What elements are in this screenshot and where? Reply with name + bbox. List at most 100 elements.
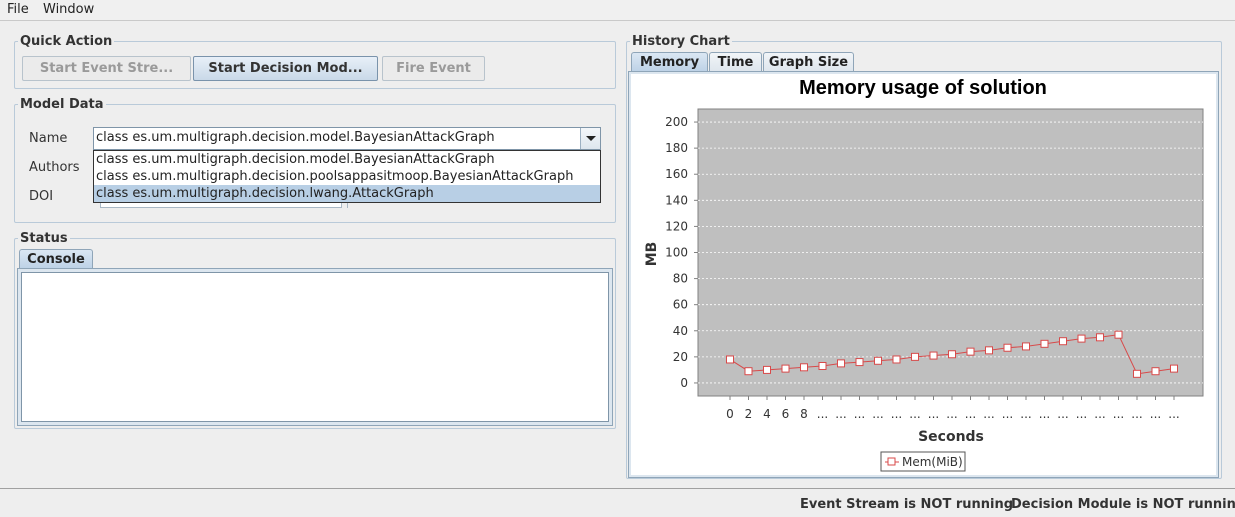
y-tick-label: 100: [665, 246, 688, 260]
menu-bar: File Window: [0, 0, 1235, 21]
data-point: [1096, 333, 1104, 342]
tab-graph-size[interactable]: Graph Size: [763, 52, 854, 72]
doi-label: DOI: [29, 189, 54, 204]
x-tick-label: ...: [891, 407, 902, 421]
status-title: Status: [20, 231, 68, 246]
data-point: [1003, 343, 1012, 352]
decision-module-status: Decision Module is NOT running: [1011, 497, 1235, 512]
data-point: [911, 352, 919, 361]
x-tick-label: ...: [983, 407, 994, 421]
x-tick-label: ...: [928, 407, 939, 421]
model-name-dropdown: class es.um.multigraph.decision.model.Ba…: [93, 150, 601, 203]
authors-label: Authors: [29, 160, 80, 175]
x-tick-label: ...: [1039, 407, 1050, 421]
start-decision-module-button[interactable]: Start Decision Mod...: [193, 56, 378, 81]
data-point: [744, 367, 753, 376]
x-tick-label: ...: [1094, 407, 1105, 421]
x-tick-label: ...: [1131, 407, 1142, 421]
tab-memory[interactable]: Memory: [631, 52, 708, 72]
start-event-stream-button[interactable]: Start Event Stre...: [22, 56, 191, 81]
data-point: [1040, 339, 1049, 348]
y-tick-label: 160: [665, 167, 688, 181]
status-panel: Status: [14, 231, 616, 429]
x-tick-label: 0: [726, 407, 734, 421]
memory-chart: Memory usage of solution 020406080100120…: [631, 74, 1216, 475]
data-point: [1133, 369, 1141, 378]
model-name-value: class es.um.multigraph.decision.model.Ba…: [96, 130, 495, 145]
x-tick-label: ...: [965, 407, 976, 421]
data-point: [818, 361, 827, 370]
model-data-title: Model Data: [20, 97, 104, 112]
plot-area: [697, 108, 1204, 397]
y-tick-label: 0: [680, 376, 688, 390]
x-axis: 0 2 4 6 8...................................…: [726, 396, 1180, 421]
chevron-down-icon[interactable]: [580, 128, 600, 149]
tab-console[interactable]: Console: [19, 249, 93, 269]
history-chart-title: History Chart: [632, 34, 730, 49]
model-data-panel: Model Data: [14, 97, 616, 223]
x-tick-label: ...: [1020, 407, 1031, 421]
legend: Mem(MiB): [880, 451, 966, 472]
data-point: [929, 351, 938, 360]
x-tick-label: ...: [1002, 407, 1013, 421]
y-tick-label: 40: [673, 324, 688, 338]
menu-file[interactable]: File: [7, 2, 29, 17]
quick-action-panel: Quick Action: [14, 34, 616, 89]
x-tick-label: ...: [1150, 407, 1161, 421]
y-tick-label: 200: [665, 115, 688, 129]
data-point: [1151, 367, 1160, 376]
data-point: [874, 356, 882, 365]
menu-window[interactable]: Window: [43, 2, 95, 17]
data-point: [1170, 364, 1178, 373]
x-tick-label: ...: [817, 407, 828, 421]
y-tick-label: 20: [673, 350, 688, 364]
dropdown-option[interactable]: class es.um.multigraph.decision.poolsapp…: [96, 169, 574, 184]
name-label: Name: [29, 131, 68, 146]
x-tick-label: ...: [1168, 407, 1179, 421]
data-point: [781, 364, 790, 373]
quick-action-title: Quick Action: [20, 34, 113, 49]
x-tick-label: 6: [782, 407, 790, 421]
y-axis-label: MB: [644, 242, 660, 267]
y-tick-label: 60: [673, 298, 688, 312]
data-point: [837, 359, 845, 368]
y-tick-label: 140: [665, 193, 688, 207]
fire-event-button[interactable]: Fire Event: [382, 56, 485, 81]
tab-time[interactable]: Time: [709, 52, 762, 72]
data-point: [1114, 330, 1123, 339]
data-point: [948, 350, 956, 359]
data-point: [800, 363, 808, 372]
x-tick-label: ...: [872, 407, 883, 421]
data-point: [1059, 337, 1067, 346]
console-output[interactable]: [21, 272, 609, 422]
y-tick-label: 180: [665, 141, 688, 155]
dropdown-option-selected[interactable]: class es.um.multigraph.decision.lwang.At…: [94, 185, 600, 202]
x-tick-label: 2: [745, 407, 753, 421]
x-tick-label: ...: [1057, 407, 1068, 421]
x-tick-label: 4: [763, 407, 771, 421]
data-point: [1077, 334, 1086, 343]
x-axis-label: Seconds: [918, 429, 984, 445]
data-point: [985, 346, 993, 355]
x-tick-label: ...: [1113, 407, 1124, 421]
x-tick-label: ...: [854, 407, 865, 421]
data-point: [966, 347, 975, 356]
model-name-combobox[interactable]: class es.um.multigraph.decision.model.Ba…: [93, 127, 601, 150]
event-stream-status: Event Stream is NOT running: [800, 497, 1014, 512]
x-tick-label: ...: [946, 407, 957, 421]
x-tick-label: ...: [835, 407, 846, 421]
history-chart-panel: History Chart: [626, 34, 1222, 479]
dropdown-option[interactable]: class es.um.multigraph.decision.model.Ba…: [96, 152, 495, 167]
legend-label: Mem(MiB): [902, 455, 963, 469]
data-point: [763, 365, 771, 374]
data-point: [1022, 342, 1030, 351]
data-point: [892, 355, 901, 364]
data-point: [855, 358, 864, 367]
console-frame: [17, 268, 613, 426]
x-tick-label: ...: [909, 407, 920, 421]
x-tick-label: 8: [800, 407, 808, 421]
status-bar: Event Stream is NOT running Decision Mod…: [0, 488, 1235, 517]
data-point: [726, 355, 734, 364]
legend-marker-icon: [887, 457, 896, 466]
x-tick-label: ...: [1076, 407, 1087, 421]
